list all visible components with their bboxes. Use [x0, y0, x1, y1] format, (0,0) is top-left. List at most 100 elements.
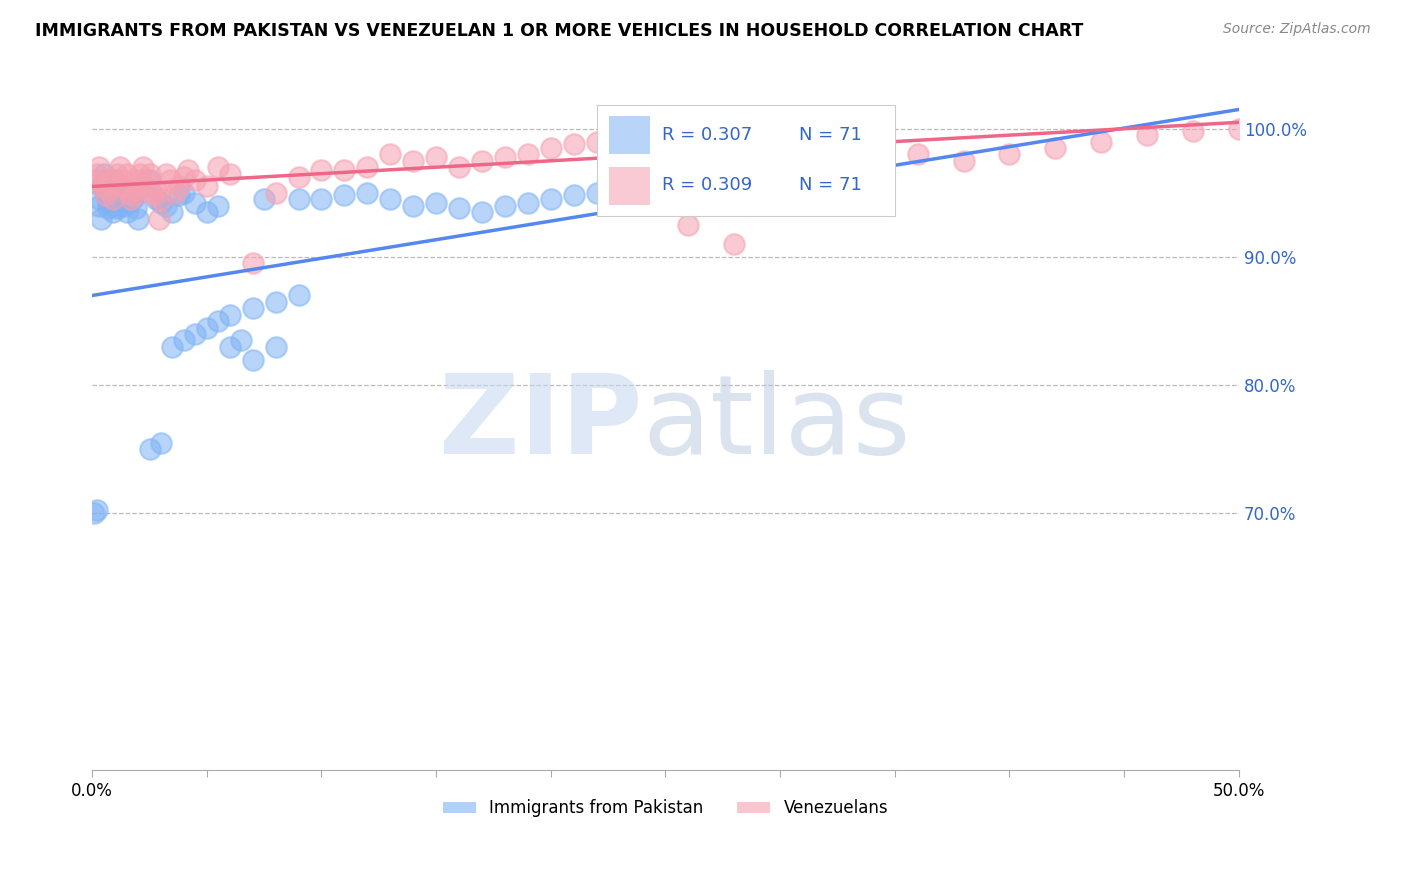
- Venezuelans: [134, 179, 156, 194]
- Immigrants from Pakistan: [162, 340, 184, 354]
- Venezuelans: [148, 211, 170, 226]
- Immigrants from Pakistan: [169, 188, 191, 202]
- Immigrants from Pakistan: [90, 211, 112, 226]
- Venezuelans: [1136, 128, 1159, 143]
- Venezuelans: [145, 183, 167, 197]
- Venezuelans: [402, 153, 425, 168]
- Venezuelans: [631, 167, 654, 181]
- Venezuelans: [380, 147, 402, 161]
- Immigrants from Pakistan: [93, 167, 115, 181]
- Venezuelans: [108, 160, 131, 174]
- Venezuelans: [129, 167, 152, 181]
- Venezuelans: [163, 186, 186, 200]
- Immigrants from Pakistan: [333, 188, 356, 202]
- Immigrants from Pakistan: [242, 301, 264, 316]
- Immigrants from Pakistan: [207, 199, 229, 213]
- Venezuelans: [585, 135, 607, 149]
- Immigrants from Pakistan: [195, 320, 218, 334]
- Immigrants from Pakistan: [138, 442, 160, 457]
- Venezuelans: [115, 167, 138, 181]
- Immigrants from Pakistan: [100, 179, 122, 194]
- Immigrants from Pakistan: [184, 196, 207, 211]
- Immigrants from Pakistan: [356, 186, 378, 200]
- Venezuelans: [104, 173, 127, 187]
- Immigrants from Pakistan: [97, 201, 120, 215]
- Immigrants from Pakistan: [90, 179, 112, 194]
- Venezuelans: [1045, 141, 1067, 155]
- Immigrants from Pakistan: [87, 192, 110, 206]
- Immigrants from Pakistan: [585, 186, 607, 200]
- Immigrants from Pakistan: [184, 326, 207, 341]
- Immigrants from Pakistan: [562, 188, 585, 202]
- Venezuelans: [184, 173, 207, 187]
- Venezuelans: [494, 150, 516, 164]
- Immigrants from Pakistan: [218, 340, 240, 354]
- Immigrants from Pakistan: [86, 502, 108, 516]
- Immigrants from Pakistan: [425, 196, 447, 211]
- Venezuelans: [169, 179, 191, 194]
- Immigrants from Pakistan: [207, 314, 229, 328]
- Immigrants from Pakistan: [264, 340, 287, 354]
- Venezuelans: [122, 188, 145, 202]
- Venezuelans: [952, 153, 974, 168]
- Immigrants from Pakistan: [471, 205, 494, 219]
- Venezuelans: [998, 147, 1021, 161]
- Venezuelans: [159, 173, 181, 187]
- Immigrants from Pakistan: [112, 199, 135, 213]
- Venezuelans: [138, 167, 160, 181]
- Immigrants from Pakistan: [127, 211, 149, 226]
- Immigrants from Pakistan: [87, 199, 110, 213]
- Immigrants from Pakistan: [231, 334, 253, 348]
- Venezuelans: [97, 183, 120, 197]
- Immigrants from Pakistan: [104, 173, 127, 187]
- Venezuelans: [356, 160, 378, 174]
- Immigrants from Pakistan: [100, 186, 122, 200]
- Venezuelans: [86, 167, 108, 181]
- Venezuelans: [333, 162, 356, 177]
- Venezuelans: [678, 218, 700, 232]
- Venezuelans: [87, 160, 110, 174]
- Venezuelans: [449, 160, 471, 174]
- Immigrants from Pakistan: [94, 183, 117, 197]
- Venezuelans: [1090, 135, 1112, 149]
- Venezuelans: [177, 162, 200, 177]
- Immigrants from Pakistan: [108, 179, 131, 194]
- Venezuelans: [131, 160, 153, 174]
- Venezuelans: [723, 237, 745, 252]
- Immigrants from Pakistan: [494, 199, 516, 213]
- Venezuelans: [609, 173, 631, 187]
- Venezuelans: [136, 173, 159, 187]
- Venezuelans: [287, 170, 309, 185]
- Venezuelans: [264, 186, 287, 200]
- Venezuelans: [769, 153, 792, 168]
- Immigrants from Pakistan: [131, 179, 153, 194]
- Immigrants from Pakistan: [402, 199, 425, 213]
- Venezuelans: [814, 160, 837, 174]
- Immigrants from Pakistan: [104, 192, 127, 206]
- Immigrants from Pakistan: [125, 201, 148, 215]
- Immigrants from Pakistan: [155, 199, 177, 213]
- Immigrants from Pakistan: [101, 205, 124, 219]
- Immigrants from Pakistan: [516, 196, 538, 211]
- Immigrants from Pakistan: [449, 201, 471, 215]
- Venezuelans: [101, 192, 124, 206]
- Venezuelans: [149, 192, 172, 206]
- Immigrants from Pakistan: [107, 201, 129, 215]
- Immigrants from Pakistan: [115, 205, 138, 219]
- Immigrants from Pakistan: [83, 507, 105, 521]
- Venezuelans: [218, 167, 240, 181]
- Venezuelans: [112, 173, 135, 187]
- Immigrants from Pakistan: [264, 294, 287, 309]
- Immigrants from Pakistan: [145, 192, 167, 206]
- Immigrants from Pakistan: [540, 192, 562, 206]
- Venezuelans: [516, 147, 538, 161]
- Venezuelans: [83, 173, 105, 187]
- Venezuelans: [562, 137, 585, 152]
- Text: IMMIGRANTS FROM PAKISTAN VS VENEZUELAN 1 OR MORE VEHICLES IN HOUSEHOLD CORRELATI: IMMIGRANTS FROM PAKISTAN VS VENEZUELAN 1…: [35, 22, 1084, 40]
- Immigrants from Pakistan: [287, 288, 309, 302]
- Immigrants from Pakistan: [97, 196, 120, 211]
- Immigrants from Pakistan: [609, 179, 631, 194]
- Immigrants from Pakistan: [122, 192, 145, 206]
- Venezuelans: [207, 160, 229, 174]
- Venezuelans: [90, 179, 112, 194]
